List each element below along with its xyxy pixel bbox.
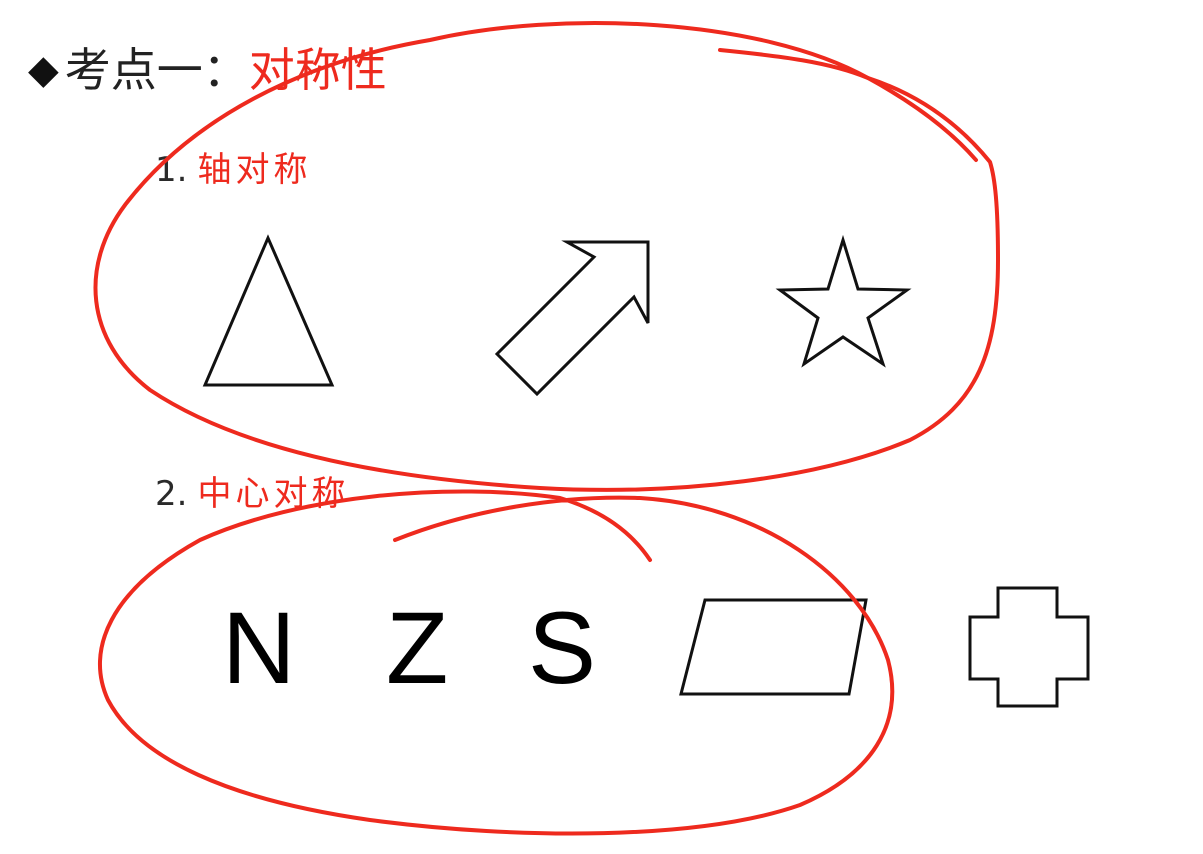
cross-shape [968, 586, 1090, 708]
section-number: 1. [155, 150, 188, 190]
letter-n: N [222, 591, 296, 705]
diamond-bullet-icon: ◆ [28, 47, 59, 93]
section-label: 轴对称 [197, 150, 312, 190]
section-label: 中心对称 [197, 474, 350, 514]
arrow-shape [494, 240, 650, 397]
triangle-shape [202, 234, 335, 387]
page-title: ◆ 考点一： 对称性 [28, 40, 387, 100]
star-shape [775, 234, 912, 368]
letter-s: S [528, 591, 597, 705]
title-topic: 对称性 [248, 43, 387, 97]
section-central-symmetry-heading: 2. 中心对称 [155, 466, 349, 515]
section-axial-symmetry-heading: 1. 轴对称 [155, 142, 311, 191]
hand-drawn-circle-bottom [98, 489, 895, 836]
section-number: 2. [155, 474, 188, 514]
hand-drawn-circle-top-tail [866, 76, 978, 162]
title-prefix: 考点一： [64, 43, 249, 97]
letter-z: Z [386, 591, 449, 705]
parallelogram-shape [679, 598, 868, 696]
